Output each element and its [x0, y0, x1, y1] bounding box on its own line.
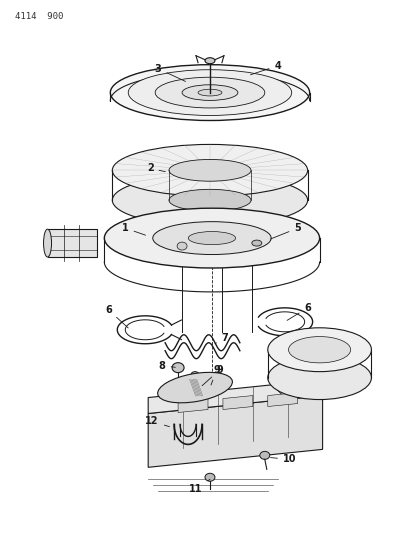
- Text: 9: 9: [202, 365, 223, 386]
- Text: 11: 11: [189, 479, 210, 494]
- Ellipse shape: [104, 208, 319, 268]
- Polygon shape: [148, 395, 323, 467]
- Text: 8: 8: [159, 361, 175, 370]
- Ellipse shape: [155, 77, 265, 108]
- Polygon shape: [268, 393, 298, 407]
- Ellipse shape: [268, 328, 371, 372]
- Text: 6: 6: [287, 303, 311, 320]
- Text: 4114  900: 4114 900: [15, 12, 63, 21]
- Polygon shape: [268, 379, 303, 402]
- Text: 2: 2: [147, 163, 165, 173]
- Ellipse shape: [198, 89, 222, 96]
- Polygon shape: [148, 379, 323, 414]
- Ellipse shape: [128, 70, 292, 116]
- Ellipse shape: [110, 64, 310, 120]
- Ellipse shape: [177, 242, 187, 250]
- Ellipse shape: [288, 336, 351, 363]
- Text: 1: 1: [122, 223, 146, 235]
- Ellipse shape: [112, 144, 308, 196]
- Ellipse shape: [44, 229, 51, 257]
- Polygon shape: [178, 399, 208, 413]
- Polygon shape: [48, 229, 98, 257]
- Text: 12: 12: [145, 416, 169, 426]
- Ellipse shape: [205, 473, 215, 481]
- Text: 7: 7: [215, 333, 228, 344]
- Ellipse shape: [157, 373, 233, 403]
- Ellipse shape: [169, 159, 251, 181]
- Text: 5: 5: [271, 223, 301, 239]
- Ellipse shape: [182, 85, 238, 100]
- Ellipse shape: [169, 189, 251, 211]
- Ellipse shape: [252, 240, 262, 246]
- Ellipse shape: [205, 58, 215, 63]
- Ellipse shape: [172, 362, 184, 373]
- Text: 10: 10: [271, 454, 297, 464]
- Text: 6: 6: [105, 305, 128, 328]
- Polygon shape: [223, 395, 253, 409]
- Ellipse shape: [112, 174, 308, 226]
- Text: 9: 9: [211, 365, 220, 385]
- Ellipse shape: [260, 451, 270, 459]
- Ellipse shape: [191, 372, 199, 377]
- Ellipse shape: [268, 356, 371, 400]
- Ellipse shape: [188, 231, 236, 245]
- Text: 3: 3: [155, 63, 186, 82]
- Ellipse shape: [153, 222, 271, 255]
- Text: 4: 4: [251, 61, 281, 75]
